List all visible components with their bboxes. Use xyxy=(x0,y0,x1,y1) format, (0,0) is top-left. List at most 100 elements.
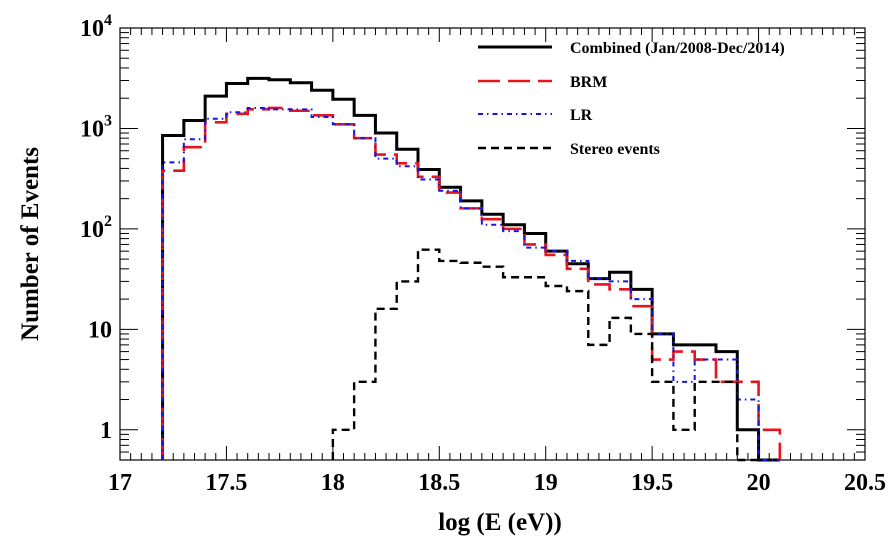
histogram-bin xyxy=(184,147,205,460)
histogram-bin xyxy=(333,99,354,460)
histogram-bin xyxy=(673,352,694,460)
series-line xyxy=(161,106,782,460)
legend-label: Combined (Jan/2008-Dec/2014) xyxy=(570,40,785,57)
histogram-bin xyxy=(312,117,333,460)
histogram-bin xyxy=(588,279,609,460)
histogram-bin xyxy=(439,261,460,460)
legend-label: BRM xyxy=(570,74,607,91)
legend: Combined (Jan/2008-Dec/2014) BRM LR Stereo … xyxy=(478,40,785,158)
histogram-bin xyxy=(737,382,758,460)
histogram-bin xyxy=(503,225,524,460)
y-tick-label: 1 xyxy=(100,418,112,444)
x-tick-label: 20 xyxy=(747,470,771,496)
histogram-bin xyxy=(461,208,482,460)
histogram-bin xyxy=(418,180,439,460)
y-tick-label: 102 xyxy=(80,213,112,243)
histogram-bin xyxy=(397,163,418,460)
histogram-bin xyxy=(184,120,205,460)
histogram-bin xyxy=(290,111,311,460)
histogram-bin xyxy=(397,166,418,460)
histogram-bin xyxy=(397,281,418,460)
histogram-bin xyxy=(248,108,269,460)
histogram-bin xyxy=(610,281,631,460)
histogram-bin xyxy=(716,360,737,460)
histogram-bin xyxy=(652,334,673,460)
histogram-bin xyxy=(461,263,482,460)
x-tick-label: 18.5 xyxy=(418,470,460,496)
series-0 xyxy=(161,76,780,462)
axis-ticks xyxy=(119,27,866,461)
histogram-bin xyxy=(163,171,184,460)
x-tick-label: 18 xyxy=(321,470,345,496)
histogram-bin xyxy=(567,269,588,460)
histogram-bin xyxy=(290,109,311,460)
y-tick-label: 10 xyxy=(88,317,112,343)
histogram-bin xyxy=(673,345,694,460)
histogram-bin xyxy=(418,250,439,460)
histogram-bin xyxy=(503,231,524,460)
histogram-bin xyxy=(248,78,269,460)
histogram-bin xyxy=(354,115,375,460)
histogram-bin xyxy=(524,233,545,460)
histogram-bin xyxy=(333,124,354,460)
histogram-bin xyxy=(567,264,588,460)
histogram-bin xyxy=(695,382,716,460)
histogram-bin xyxy=(163,162,184,460)
y-tick-label: 103 xyxy=(80,112,112,142)
histogram-bin xyxy=(610,272,631,460)
histogram-bin xyxy=(631,289,652,460)
histogram-bin xyxy=(439,187,460,460)
histogram-bin xyxy=(695,360,716,460)
histogram-bin xyxy=(375,133,396,460)
histogram-bin xyxy=(631,299,652,460)
histogram-bin xyxy=(610,289,631,460)
x-tick-label: 17.5 xyxy=(205,470,247,496)
series-line xyxy=(161,76,780,462)
histogram-bin xyxy=(461,208,482,460)
histogram-bin xyxy=(524,277,545,460)
histogram-bin xyxy=(588,345,609,460)
histogram-bin xyxy=(226,112,247,460)
histogram-bin xyxy=(226,114,247,460)
histogram-bin xyxy=(184,139,205,460)
histogram-bin xyxy=(673,382,694,460)
histogram-bin xyxy=(205,96,226,460)
histogram-bin xyxy=(312,115,333,460)
histogram-bin xyxy=(652,360,673,460)
histogram-bin xyxy=(163,136,184,460)
histogram-bin xyxy=(546,286,567,460)
histogram-bin xyxy=(418,177,439,460)
histogram-bin xyxy=(205,122,226,460)
histogram-bin xyxy=(269,108,290,460)
x-tick-label: 17 xyxy=(108,470,132,496)
histogram-bin xyxy=(716,352,737,460)
histogram-bin xyxy=(269,109,290,460)
histogram-bin xyxy=(205,119,226,460)
series-2 xyxy=(161,106,780,461)
series-1 xyxy=(161,106,782,460)
histogram-bin xyxy=(482,267,503,460)
histogram-bin xyxy=(226,84,247,460)
y-axis-tick-labels: 1 10 102 103 104 xyxy=(80,12,112,444)
histogram-bin xyxy=(354,138,375,460)
histogram-bin xyxy=(333,124,354,460)
histogram-bin xyxy=(695,360,716,460)
histogram-bin xyxy=(695,345,716,460)
histogram-bin xyxy=(354,138,375,460)
histogram-bin xyxy=(269,80,290,460)
histogram-bin xyxy=(631,306,652,460)
histogram-bin xyxy=(652,382,673,460)
x-axis-tick-labels: 17 17.5 18 18.5 19 19.5 20 20.5 xyxy=(108,470,886,496)
x-tick-label: 19.5 xyxy=(631,470,673,496)
series-layer xyxy=(161,76,782,462)
histogram-bin xyxy=(716,382,737,460)
histogram-bin xyxy=(461,201,482,460)
histogram-bin xyxy=(375,155,396,460)
histogram-bin xyxy=(503,229,524,460)
histogram-bin xyxy=(439,191,460,460)
histogram-bin xyxy=(716,382,737,460)
histogram-bin xyxy=(524,248,545,460)
histogram-bin xyxy=(546,251,567,460)
histogram-bin xyxy=(482,225,503,460)
